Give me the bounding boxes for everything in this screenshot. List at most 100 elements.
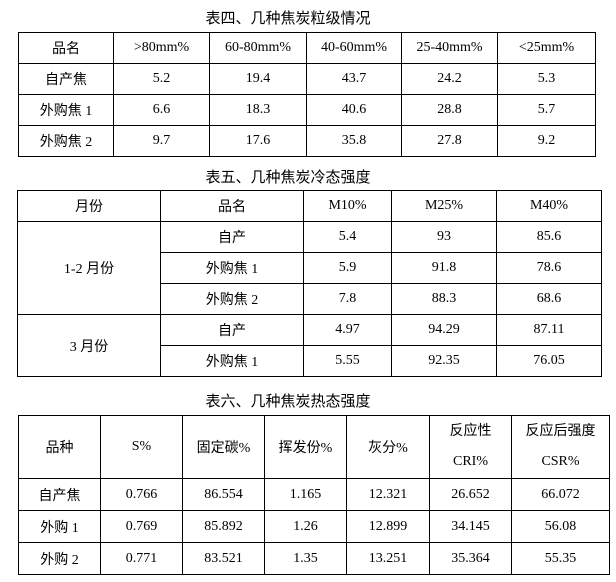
cell: 1.165 bbox=[264, 478, 347, 511]
header-cell: 反应后强度 CSR% bbox=[511, 415, 610, 479]
cell: 43.7 bbox=[306, 63, 402, 95]
cell: 5.3 bbox=[497, 63, 596, 95]
cell: 19.4 bbox=[209, 63, 307, 95]
table5-title: 表五、几种焦炭冷态强度 bbox=[205, 170, 371, 186]
cell: 66.072 bbox=[511, 478, 610, 511]
header-cell: M10% bbox=[303, 190, 392, 222]
cell: 93 bbox=[391, 221, 497, 253]
cell: 17.6 bbox=[209, 125, 307, 157]
table-row: 外购焦 2 7.8 88.3 68.6 bbox=[18, 283, 602, 315]
cell: 24.2 bbox=[401, 63, 498, 95]
header-subline: CRI% bbox=[453, 454, 488, 469]
header-cell: S% bbox=[100, 415, 183, 479]
table6-title: 表六、几种焦炭热态强度 bbox=[205, 394, 371, 410]
cell: 0.769 bbox=[100, 510, 183, 543]
table-row: 外购焦 1 5.55 92.35 76.05 bbox=[18, 345, 602, 377]
cell: 0.766 bbox=[100, 478, 183, 511]
cell: 87.11 bbox=[496, 314, 602, 346]
cell: 94.29 bbox=[391, 314, 497, 346]
cell: 13.251 bbox=[346, 542, 430, 575]
cell: 9.2 bbox=[497, 125, 596, 157]
cell: 5.7 bbox=[497, 94, 596, 126]
table-row: 3 月份 自产 4.97 94.29 87.11 bbox=[17, 314, 602, 377]
header-subline: CSR% bbox=[541, 454, 580, 469]
month-cell: 3 月份 bbox=[17, 314, 161, 377]
table-row: 外购焦 2 9.7 17.6 35.8 27.8 9.2 bbox=[18, 125, 596, 157]
cell: 7.8 bbox=[303, 283, 392, 315]
cell: 外购焦 1 bbox=[160, 252, 304, 284]
cell: 5.9 bbox=[303, 252, 392, 284]
cell: 85.6 bbox=[496, 221, 602, 253]
cell: 40.6 bbox=[306, 94, 402, 126]
header-cell: 25-40mm% bbox=[401, 32, 498, 64]
header-cell: >80mm% bbox=[113, 32, 210, 64]
cell: 92.35 bbox=[391, 345, 497, 377]
cell: 5.55 bbox=[303, 345, 392, 377]
cell: 外购焦 1 bbox=[18, 94, 114, 126]
cell: 27.8 bbox=[401, 125, 498, 157]
cell: 0.771 bbox=[100, 542, 183, 575]
header-cell: M40% bbox=[496, 190, 602, 222]
header-line: 反应性 bbox=[449, 424, 492, 439]
table-row: 外购焦 1 6.6 18.3 40.6 28.8 5.7 bbox=[18, 94, 596, 126]
cell: 35.8 bbox=[306, 125, 402, 157]
table-row: 外购 1 0.769 85.892 1.26 12.899 34.145 56.… bbox=[18, 510, 610, 543]
table-header-row: 月份 品名 M10% M25% M40% bbox=[17, 190, 602, 222]
header-cell: 反应性 CRI% bbox=[429, 415, 512, 479]
cell: 外购 1 bbox=[18, 510, 101, 543]
cell: 28.8 bbox=[401, 94, 498, 126]
table6-hot-strength: 品种 S% 固定碳% 挥发份% 灰分% 反应性 CRI% 反应后强度 CSR% 自产… bbox=[18, 415, 610, 575]
header-cell: 灰分% bbox=[346, 415, 430, 479]
cell: 外购焦 1 bbox=[160, 345, 304, 377]
cell: 78.6 bbox=[496, 252, 602, 284]
cell: 86.554 bbox=[182, 478, 265, 511]
cell: 5.4 bbox=[303, 221, 392, 253]
table-header-row: 品名 >80mm% 60-80mm% 40-60mm% 25-40mm% <25… bbox=[18, 32, 596, 64]
cell: 外购焦 2 bbox=[160, 283, 304, 315]
cell: 自产焦 bbox=[18, 63, 114, 95]
cell: 9.7 bbox=[113, 125, 210, 157]
header-cell: 60-80mm% bbox=[209, 32, 307, 64]
header-cell: <25mm% bbox=[497, 32, 596, 64]
cell: 1.26 bbox=[264, 510, 347, 543]
table-row: 1-2 月份 自产 5.4 93 85.6 bbox=[17, 221, 602, 315]
cell: 6.6 bbox=[113, 94, 210, 126]
header-cell: 月份 bbox=[17, 190, 161, 222]
cell: 55.35 bbox=[511, 542, 610, 575]
cell: 外购焦 2 bbox=[18, 125, 114, 157]
table-row: 外购 2 0.771 83.521 1.35 13.251 35.364 55.… bbox=[18, 542, 610, 575]
header-cell: M25% bbox=[391, 190, 497, 222]
cell: 34.145 bbox=[429, 510, 512, 543]
header-cell: 品种 bbox=[18, 415, 101, 479]
cell: 56.08 bbox=[511, 510, 610, 543]
cell: 91.8 bbox=[391, 252, 497, 284]
cell: 1.35 bbox=[264, 542, 347, 575]
cell: 自产 bbox=[160, 221, 304, 253]
cell: 68.6 bbox=[496, 283, 602, 315]
table5-cold-strength: 月份 品名 M10% M25% M40% 1-2 月份 自产 5.4 93 85… bbox=[17, 190, 602, 377]
cell: 4.97 bbox=[303, 314, 392, 346]
cell: 自产焦 bbox=[18, 478, 101, 511]
header-cell: 固定碳% bbox=[182, 415, 265, 479]
cell: 83.521 bbox=[182, 542, 265, 575]
table4-title: 表四、几种焦炭粒级情况 bbox=[205, 11, 371, 27]
cell: 85.892 bbox=[182, 510, 265, 543]
cell: 26.652 bbox=[429, 478, 512, 511]
table-row: 外购焦 1 5.9 91.8 78.6 bbox=[18, 252, 602, 284]
header-cell: 40-60mm% bbox=[306, 32, 402, 64]
table-row: 自产焦 5.2 19.4 43.7 24.2 5.3 bbox=[18, 63, 596, 95]
table-row: 自产焦 0.766 86.554 1.165 12.321 26.652 66.… bbox=[18, 478, 610, 511]
month-cell: 1-2 月份 bbox=[17, 221, 161, 315]
cell: 35.364 bbox=[429, 542, 512, 575]
table4-particle-size: 品名 >80mm% 60-80mm% 40-60mm% 25-40mm% <25… bbox=[18, 32, 596, 157]
cell: 76.05 bbox=[496, 345, 602, 377]
cell: 外购 2 bbox=[18, 542, 101, 575]
header-cell: 品名 bbox=[160, 190, 304, 222]
cell: 自产 bbox=[160, 314, 304, 346]
header-cell: 挥发份% bbox=[264, 415, 347, 479]
cell: 88.3 bbox=[391, 283, 497, 315]
cell: 18.3 bbox=[209, 94, 307, 126]
cell: 12.321 bbox=[346, 478, 430, 511]
cell: 12.899 bbox=[346, 510, 430, 543]
cell: 5.2 bbox=[113, 63, 210, 95]
